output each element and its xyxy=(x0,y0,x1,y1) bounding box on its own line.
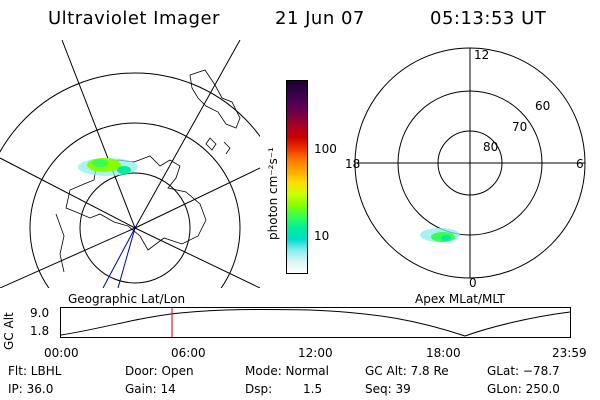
time-tick-1: 06:00 xyxy=(171,346,206,360)
instrument-title: Ultraviolet Imager xyxy=(48,8,220,29)
altitude-tick-bottom: 1.8 xyxy=(30,324,50,338)
filter-info: Flt: LBHL xyxy=(8,364,62,378)
latitude-ring-middle xyxy=(29,122,241,288)
aurora-emission-geo xyxy=(78,158,138,176)
time-tick-2: 12:00 xyxy=(298,346,333,360)
mode-info: Mode: Normal xyxy=(245,364,329,378)
gc-alt-info: GC Alt: 7.8 Re xyxy=(365,364,449,378)
seq-info: Seq: 39 xyxy=(365,382,411,396)
gain-info: Gain: 14 xyxy=(125,382,176,396)
colorbar-gradient xyxy=(287,81,307,273)
ip-info: IP: 36.0 xyxy=(8,382,54,396)
lat-label-80: 80 xyxy=(483,140,498,154)
observation-time: 05:13:53 UT xyxy=(430,8,547,29)
dsp-label: Dsp: xyxy=(245,382,273,396)
coastline xyxy=(189,69,241,129)
geographic-map xyxy=(0,40,260,288)
geo-map-caption: Geographic Lat/Lon xyxy=(68,292,186,306)
door-info: Door: Open xyxy=(125,364,194,378)
lat-label-70: 70 xyxy=(512,120,527,134)
mlt-label-6: 6 xyxy=(576,157,584,171)
mlt-label-0: 0 xyxy=(469,276,477,290)
mlt-label-12: 12 xyxy=(474,48,489,62)
observation-date: 21 Jun 07 xyxy=(275,8,365,29)
lat-label-60: 60 xyxy=(535,99,550,113)
glat-info: GLat: −78.7 xyxy=(487,364,560,378)
time-tick-0: 00:00 xyxy=(44,346,79,360)
time-tick-3: 18:00 xyxy=(426,346,461,360)
altitude-tick-top: 9.0 xyxy=(30,306,50,320)
colorbar-unit-label: photon cm⁻²s⁻¹ xyxy=(266,147,280,240)
altitude-timeline xyxy=(60,307,571,338)
time-tick-4: 23:59 xyxy=(552,346,587,360)
colorbar-tick-100: 100 xyxy=(314,142,337,156)
mlt-label-18: 18 xyxy=(345,157,360,171)
latitude-ring-inner xyxy=(79,172,191,284)
glon-info: GLon: 250.0 xyxy=(487,382,560,396)
latitude-ring-outer xyxy=(0,72,260,153)
colorbar xyxy=(286,80,308,274)
polar-plot-caption: Apex MLat/MLT xyxy=(415,292,505,306)
aurora-emission-polar xyxy=(420,228,460,242)
colorbar-tick-10: 10 xyxy=(314,229,330,243)
altitude-axis-label: GC Alt xyxy=(2,312,16,350)
dsp-value: 1.5 xyxy=(303,382,323,396)
polar-plot: 12 18 6 0 60 70 80 xyxy=(345,47,586,290)
